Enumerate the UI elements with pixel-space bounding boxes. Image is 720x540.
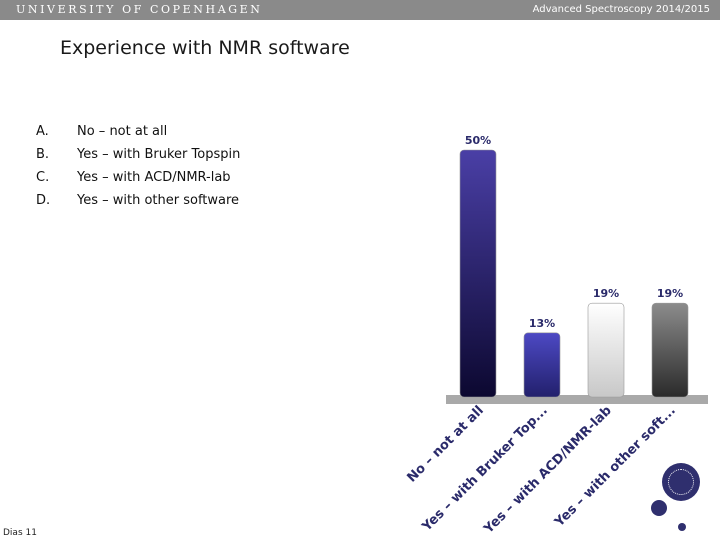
decorative-dot-icon	[651, 500, 667, 516]
chart-bar	[523, 332, 561, 398]
course-name: Advanced Spectroscopy 2014/2015	[532, 4, 710, 15]
slide-title: Experience with NMR software	[60, 37, 350, 59]
answer-letter: B.	[36, 147, 50, 162]
answer-item: C. Yes – with ACD/NMR-lab	[36, 170, 240, 193]
university-name: UNIVERSITY OF COPENHAGEN	[16, 3, 263, 16]
bar-value-label: 13%	[529, 317, 555, 330]
bar-value-label: 19%	[593, 287, 619, 300]
answer-item: B. Yes – with Bruker Topspin	[36, 147, 240, 170]
chart-floor	[446, 395, 708, 404]
chart-bar	[459, 149, 497, 398]
answer-text: Yes – with Bruker Topspin	[77, 147, 241, 162]
chart-bar	[587, 302, 625, 398]
answer-letter: A.	[36, 124, 49, 139]
answer-text: Yes – with other software	[77, 193, 240, 208]
answer-letter: D.	[36, 193, 51, 208]
university-seal-icon	[662, 463, 700, 501]
header-bar: UNIVERSITY OF COPENHAGEN Advanced Spectr…	[0, 0, 720, 20]
category-label: Yes – with ACD/NMR-lab	[481, 403, 615, 537]
chart-bar	[651, 302, 689, 398]
answer-list: A. No – not at all B. Yes – with Bruker To…	[36, 124, 240, 216]
slide-number: Dias 11	[3, 528, 37, 538]
category-label: Yes – with Bruker Top...	[419, 403, 551, 535]
bar-value-label: 19%	[657, 287, 683, 300]
answer-text: Yes – with ACD/NMR-lab	[77, 170, 231, 185]
answer-text: No – not at all	[77, 124, 168, 139]
decorative-dot-icon	[678, 523, 686, 531]
bar-value-label: 50%	[465, 134, 491, 147]
answer-letter: C.	[36, 170, 50, 185]
answer-item: A. No – not at all	[36, 124, 240, 147]
answer-item: D. Yes – with other software	[36, 193, 240, 216]
